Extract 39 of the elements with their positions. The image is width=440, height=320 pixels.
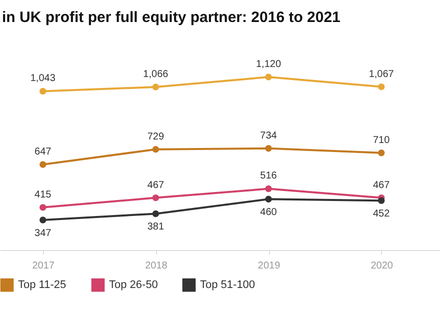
point xyxy=(152,194,160,202)
x-tick-label: 2018 xyxy=(145,260,168,272)
point xyxy=(40,216,46,224)
data-label: 1,043 xyxy=(30,73,56,84)
data-label: 415 xyxy=(34,189,52,200)
data-label: 734 xyxy=(260,130,278,142)
point xyxy=(152,210,160,218)
point xyxy=(40,88,46,95)
data-label: 1,067 xyxy=(368,68,394,80)
chart-title: in UK profit per full equity partner: 2016 to 2021 xyxy=(2,9,340,26)
point xyxy=(40,204,46,211)
data-label: 381 xyxy=(147,222,164,233)
data-label: 467 xyxy=(372,180,390,191)
point xyxy=(265,196,272,202)
data-label: 467 xyxy=(147,180,164,191)
point xyxy=(265,74,272,80)
legend-label: Top 26-50 xyxy=(109,279,158,292)
data-label: 347 xyxy=(34,228,52,239)
data-label: 710 xyxy=(372,134,390,146)
x-tick-label: 2020 xyxy=(370,260,394,272)
point xyxy=(378,197,385,204)
point xyxy=(378,150,385,156)
x-tick-label: 2019 xyxy=(258,260,281,272)
point xyxy=(378,83,385,90)
point xyxy=(152,146,160,153)
data-label: 460 xyxy=(260,207,278,218)
point xyxy=(265,185,272,192)
x-tick-label: 2017 xyxy=(32,260,55,272)
data-label: 1,120 xyxy=(256,59,282,70)
data-label: 1,066 xyxy=(143,68,169,80)
data-label: 516 xyxy=(260,170,278,182)
point xyxy=(265,145,272,152)
legend-label: Top 11-25 xyxy=(18,279,66,292)
data-label: 729 xyxy=(147,131,164,142)
data-label: 647 xyxy=(34,146,52,158)
point xyxy=(40,161,46,168)
point xyxy=(152,84,160,90)
legend-label: Top 51-100 xyxy=(200,279,256,292)
data-label: 452 xyxy=(372,208,390,220)
